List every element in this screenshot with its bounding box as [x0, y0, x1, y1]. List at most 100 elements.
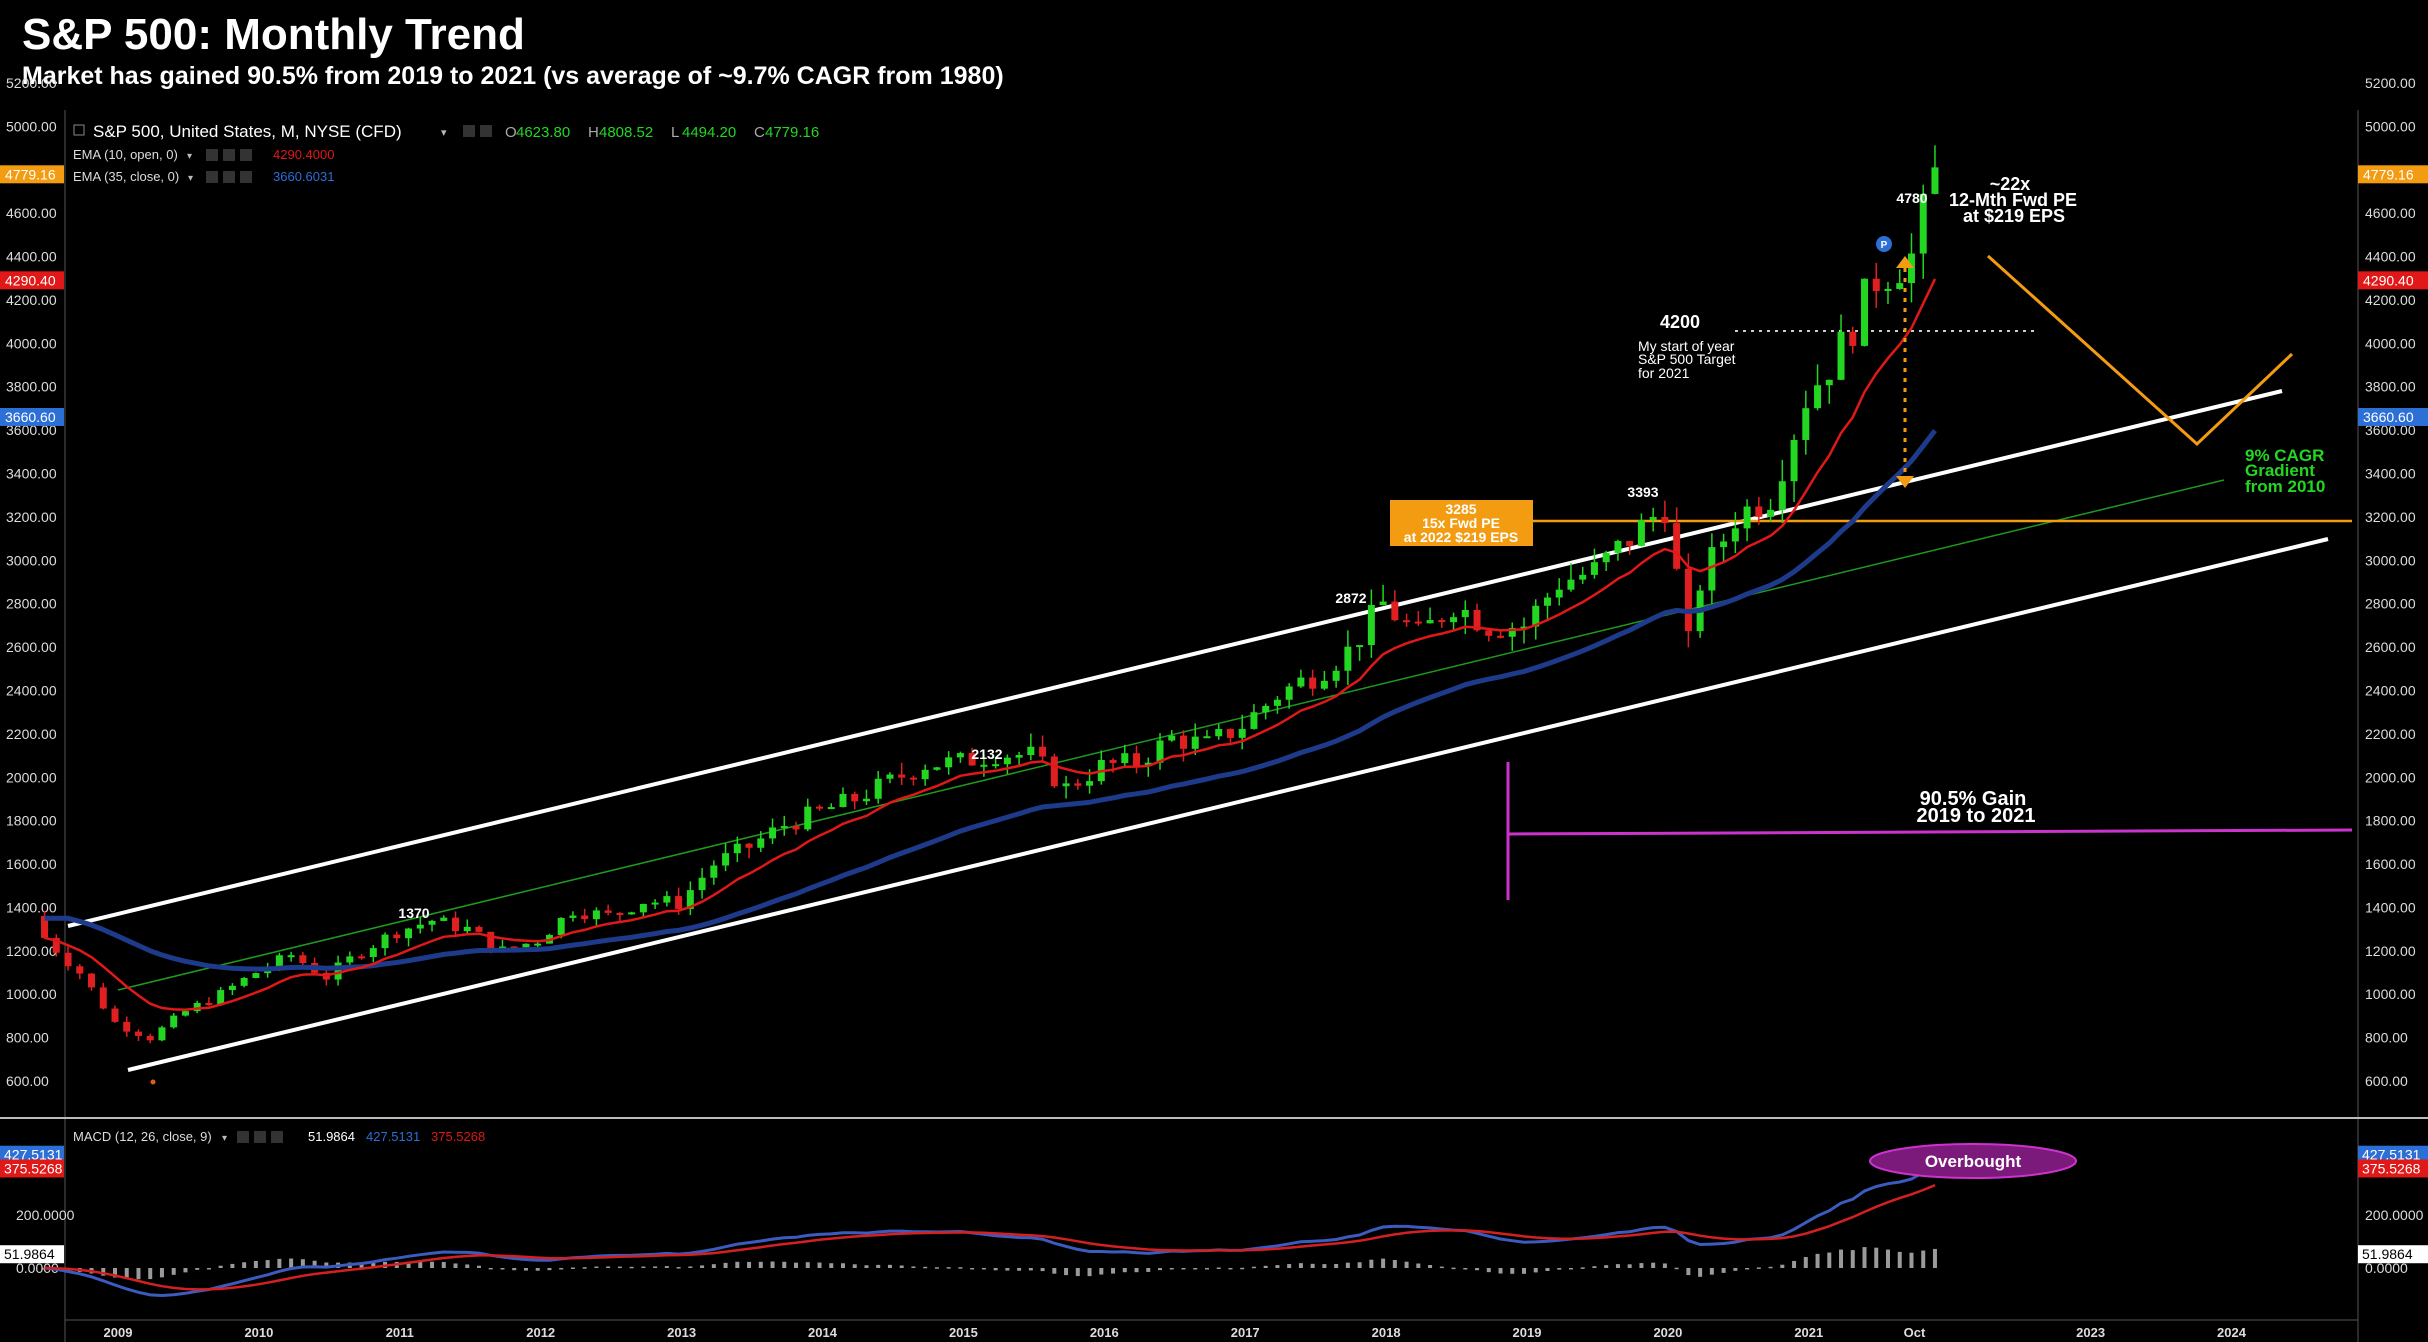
annotation-4780: 4780: [1896, 190, 1927, 206]
macd-hist-bar: [817, 1262, 822, 1268]
macd-hist-bar: [899, 1265, 904, 1268]
macd-hist-bar: [829, 1263, 834, 1268]
y-tick-left-1800: 1800.00: [6, 813, 57, 829]
macd-marker-left: [0, 1159, 64, 1178]
candle-body: [158, 1027, 166, 1041]
y-tick-right-1200: 1200.00: [2365, 943, 2416, 959]
candle-body: [1039, 746, 1047, 757]
y-tick-right-5000: 5000.00: [2365, 118, 2416, 134]
macd-hist-bar: [1345, 1262, 1350, 1268]
y-tick-right-4600: 4600.00: [2365, 205, 2416, 221]
candle-body: [1567, 579, 1575, 590]
candle-body: [275, 955, 283, 968]
candle-body: [1191, 736, 1199, 749]
candle-body: [1731, 528, 1739, 542]
macd-hist-bar: [653, 1266, 658, 1268]
candle-body: [569, 915, 577, 918]
macd-hist-bar: [1674, 1267, 1679, 1270]
macd-hist-bar: [1850, 1250, 1855, 1268]
candle-body: [1579, 574, 1587, 580]
candle-body: [41, 915, 49, 938]
y-tick-right-4000: 4000.00: [2365, 335, 2416, 351]
macd-hist-bar: [1099, 1268, 1104, 1275]
price-marker-right: [2358, 407, 2428, 426]
y-tick-left-4200: 4200.00: [6, 292, 57, 308]
macd-hist-bar: [1040, 1268, 1045, 1272]
overbought-badge: [1869, 1143, 2077, 1179]
arrow-head-up: [1896, 256, 1914, 268]
y-tick-left-2200: 2200.00: [6, 726, 57, 742]
macd-marker-label: 427.5131: [2362, 1147, 2421, 1163]
macd-hist-bar: [1698, 1268, 1703, 1277]
candle-body: [1262, 705, 1270, 713]
macd-hist-bar: [1568, 1268, 1573, 1270]
y-tick-left-600: 600.00: [6, 1073, 49, 1089]
candle-body: [1825, 379, 1833, 386]
macd-hist-bar: [195, 1268, 200, 1270]
macd-marker-label: 427.5131: [4, 1147, 63, 1163]
candle-body: [1391, 601, 1399, 621]
channel-lower-line: [127, 537, 2329, 1072]
candle-body: [1872, 278, 1880, 292]
y-tick-right-2600: 2600.00: [2365, 639, 2416, 655]
candle-body: [99, 987, 107, 1009]
macd-hist-bar: [1134, 1268, 1139, 1273]
macd-hist-bar: [1451, 1267, 1456, 1270]
ema35-close-icon: [240, 171, 252, 183]
y-tick-right-1800: 1800.00: [2365, 813, 2416, 829]
macd-hist-bar: [218, 1265, 223, 1268]
x-tick-2009: 2009: [104, 1325, 133, 1340]
y-tick-right-5200: 5200.00: [2365, 75, 2416, 91]
y-tick-right-4400: 4400.00: [2365, 249, 2416, 265]
candle-body: [111, 1008, 119, 1022]
y-tick-right-600: 600.00: [2365, 1073, 2408, 1089]
candle-body: [1708, 547, 1716, 591]
candle-body: [1849, 331, 1857, 346]
target-text-3: for 2021: [1638, 365, 1690, 381]
macd-marker-right: [2358, 1145, 2428, 1164]
candle-body: [980, 764, 988, 767]
x-tick-2018: 2018: [1372, 1325, 1401, 1340]
macd-hist-bar: [113, 1268, 117, 1278]
y-tick-right-3800: 3800.00: [2365, 379, 2416, 395]
candle-body: [722, 853, 730, 866]
candle-body: [557, 917, 565, 935]
candle-body: [992, 764, 1000, 767]
macd-hist-bar: [1921, 1250, 1926, 1268]
symbol-dropdown-icon: ▾: [441, 127, 447, 139]
forecast-path: [1986, 254, 2294, 447]
candle-body: [1215, 729, 1223, 737]
candle-body: [1767, 509, 1775, 517]
macd-hist-bar: [1721, 1268, 1726, 1273]
macd-hist-bar: [1075, 1268, 1080, 1277]
macd-hist-bar: [911, 1266, 916, 1268]
macd-hist-bar: [1298, 1263, 1303, 1268]
candle-body: [1179, 735, 1187, 749]
pe22-line3: at $219 EPS: [1963, 206, 2065, 226]
y-tick-left-2000: 2000.00: [6, 769, 57, 785]
annotation-3393: 3393: [1627, 484, 1658, 500]
candle-body: [1156, 740, 1164, 763]
macd-hist-bar: [864, 1265, 869, 1268]
target-text-1: My start of year: [1638, 338, 1735, 354]
macd-hist-bar: [1204, 1268, 1209, 1270]
candle-body: [909, 777, 917, 780]
candle-body: [710, 865, 718, 878]
macd-hist-bar: [1533, 1268, 1538, 1273]
candle-body: [1332, 670, 1340, 681]
macd-hist-value: 51.9864: [308, 1129, 355, 1144]
ema10-dropdown-icon: ▾: [187, 151, 192, 162]
macd-hist-bar: [1275, 1265, 1280, 1268]
price-marker-label: 4290.40: [2363, 272, 2414, 288]
macd-hist-bar: [1334, 1264, 1339, 1268]
macd-hist-bar: [1839, 1249, 1844, 1268]
macd-hist-bar: [1756, 1267, 1761, 1269]
macd-marker-left: [0, 1245, 64, 1264]
macd-hist-bar: [1651, 1262, 1656, 1268]
candle-body: [1473, 609, 1481, 631]
y-tick-left-4600: 4600.00: [6, 205, 57, 221]
candle-body: [1778, 481, 1786, 510]
y-tick-left-4400: 4400.00: [6, 249, 57, 265]
macd-hist-bar: [1768, 1266, 1773, 1269]
